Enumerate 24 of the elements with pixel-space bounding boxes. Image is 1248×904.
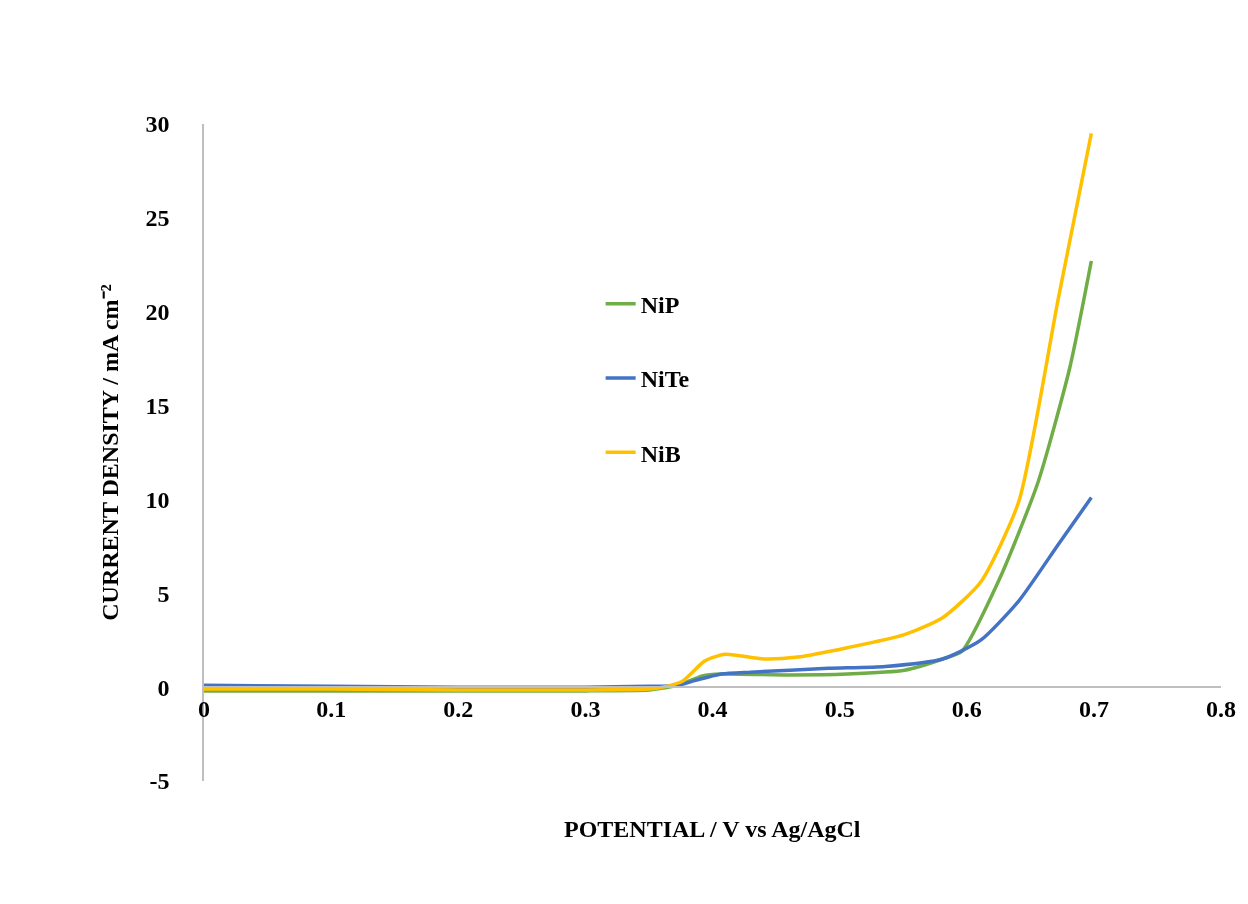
x-axis-title: POTENTIAL / V vs Ag/AgCl [564, 816, 861, 842]
y-axis-title: CURRENT DENSITY / mA cm⁻² [97, 284, 124, 621]
line-series [204, 131, 1094, 692]
y-tick-label: 5 [157, 580, 170, 607]
x-tick-label: 0.7 [1078, 695, 1109, 722]
y-tick-label: 30 [145, 111, 170, 138]
x-tick-label: 0 [198, 695, 210, 722]
y-tick-label: 0 [157, 674, 170, 701]
x-tick-label: 0.5 [824, 695, 855, 722]
y-tick-label: 10 [145, 486, 170, 513]
x-tick-label: 0.2 [443, 695, 474, 722]
x-tick-label: 0.4 [697, 695, 728, 722]
y-tick-label: 25 [145, 205, 170, 232]
legend-label: NiP [640, 292, 680, 319]
x-tick-label: 0.1 [316, 695, 347, 722]
x-tick-label: 0.6 [951, 695, 982, 722]
line-series [204, 495, 1094, 689]
x-tick-label: 0.3 [570, 695, 601, 722]
y-tick-label: -5 [149, 768, 170, 795]
y-tick-label: 20 [145, 299, 170, 326]
x-tick-label: 0.8 [1206, 695, 1236, 722]
y-tick-label: 15 [145, 392, 170, 419]
legend-label: NiTe [640, 366, 690, 393]
legend-label: NiB [640, 440, 681, 467]
